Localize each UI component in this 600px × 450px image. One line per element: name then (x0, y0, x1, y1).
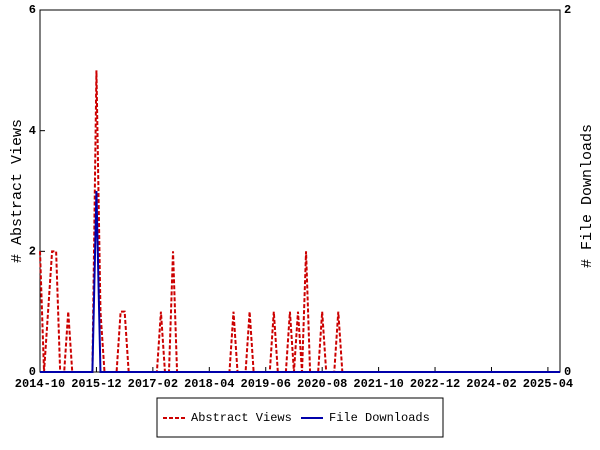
y-tick-label: 0 (29, 365, 36, 379)
x-tick-label: 2014-10 (15, 377, 65, 391)
legend-label: Abstract Views (191, 411, 292, 425)
x-tick-label: 2022-12 (410, 377, 460, 391)
y2-tick-label: 2 (564, 3, 571, 17)
y2-axis-title: # File Downloads (579, 124, 596, 268)
legend-label: File Downloads (329, 411, 430, 425)
x-tick-label: 2015-12 (71, 377, 121, 391)
x-tick-label: 2017-02 (128, 377, 178, 391)
x-tick-label: 2020-08 (297, 377, 347, 391)
x-tick-label: 2019-06 (241, 377, 291, 391)
x-tick-label: 2018-04 (184, 377, 234, 391)
x-tick-label: 2021-10 (353, 377, 403, 391)
series-line (40, 190, 560, 373)
legend (156, 397, 444, 438)
series-line (39, 70, 560, 373)
y-tick-label: 2 (29, 245, 36, 259)
y2-tick-label: 0 (564, 365, 571, 379)
y-tick-label: 6 (29, 3, 36, 17)
x-tick-label: 2024-02 (466, 377, 516, 391)
y-axis-title: # Abstract Views (9, 119, 26, 263)
y-tick-label: 4 (29, 124, 36, 138)
x-tick-label: 2025-04 (523, 377, 573, 391)
plot-frame (39, 9, 561, 373)
